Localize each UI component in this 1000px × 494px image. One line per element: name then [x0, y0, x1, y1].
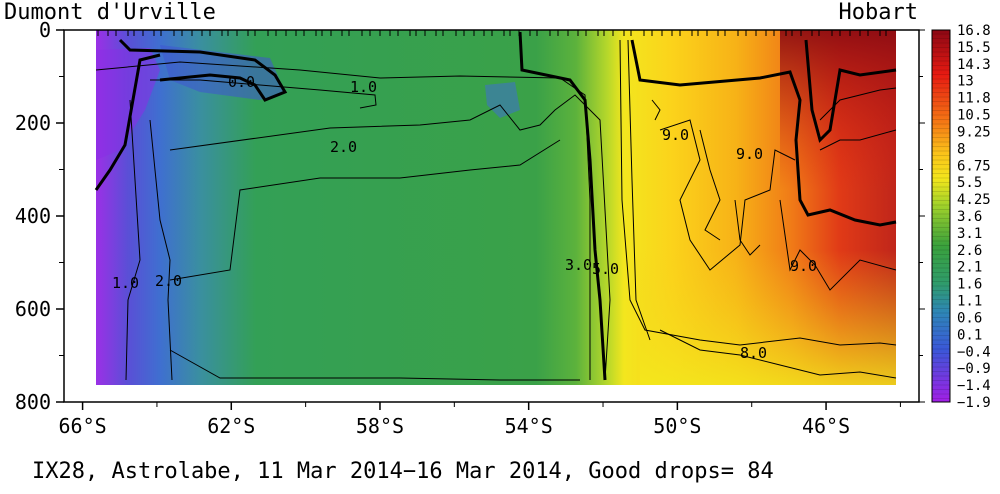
y-tick-label: 800 [15, 390, 51, 414]
colorbar-label: −1.4 [957, 378, 991, 394]
colorbar-label: 2.1 [957, 260, 982, 276]
contour-label: 2.0 [330, 138, 357, 156]
cold-water-patch [96, 48, 160, 160]
x-tick-label: 66°S [59, 414, 107, 438]
y-tick-label: 400 [15, 204, 51, 228]
station-tick-marks [97, 30, 887, 36]
colorbar-label: 6.75 [957, 158, 991, 174]
colorbar-label: 1.6 [957, 277, 982, 293]
thick-contour-lines [94, 31, 897, 381]
colorbar-level-lines [932, 33, 950, 399]
contour-label: 8.0 [740, 344, 767, 362]
contour-label: 0.0 [228, 73, 255, 91]
colorbar-label: 13 [957, 74, 974, 90]
y-tick-label: 0 [39, 18, 51, 42]
x-tick-label: 62°S [207, 414, 255, 438]
x-tick-label: 50°S [653, 414, 701, 438]
left-station-label: Dumont d'Urville [4, 0, 216, 25]
contour-label: 9.0 [662, 126, 689, 144]
colorbar-label: 16.8 [957, 23, 991, 39]
colorbar-label: 0.1 [957, 327, 982, 343]
x-tick-label: 54°S [505, 414, 553, 438]
colorbar-label: 9.25 [957, 124, 991, 140]
colorbar-label: 3.1 [957, 226, 982, 242]
contour-lines [95, 39, 897, 381]
contour-label: 9.0 [736, 145, 763, 163]
section-field [94, 30, 897, 385]
colorbar-label: 1.1 [957, 294, 982, 310]
contour-label: 3.0 [565, 256, 592, 274]
blue-lens-patch [485, 82, 520, 118]
x-tick-label: 46°S [802, 414, 850, 438]
contour-label-group: 0.0 1.0 2.0 1.0 2.0 3.0 5.0 9.0 9.0 9.0 … [112, 73, 817, 362]
colorbar-label: 4.25 [957, 192, 991, 208]
contour-label: 1.0 [112, 274, 139, 292]
contour-label: 2.0 [155, 272, 182, 290]
colorbar-label: −0.9 [957, 361, 991, 377]
colorbar-label: −1.9 [957, 395, 991, 411]
y-tick-label: 600 [15, 297, 51, 321]
contour-label: 1.0 [350, 78, 377, 96]
x-axis: 66°S 62°S 58°S 54°S 50°S 46°S [59, 402, 901, 438]
colorbar-label: 5.5 [957, 175, 982, 191]
deep-yellow-overlay [640, 250, 896, 385]
colorbar [931, 29, 951, 403]
colorbar-label: 0.6 [957, 310, 982, 326]
contour-label: 5.0 [592, 260, 619, 278]
colorbar-label: 15.5 [957, 40, 991, 56]
colorbar-label: 14.3 [957, 57, 991, 73]
x-tick-label: 58°S [356, 414, 404, 438]
colorbar-labels: 16.815.514.31311.810.59.2586.755.54.253.… [957, 23, 991, 411]
right-station-label: Hobart [839, 0, 918, 25]
chart-title: IX28, Astrolabe, 11 Mar 2014−16 Mar 2014… [32, 459, 774, 484]
colorbar-label: 8 [957, 141, 965, 157]
colorbar-label: 3.6 [957, 209, 982, 225]
y-tick-label: 200 [15, 111, 51, 135]
colorbar-label: 10.5 [957, 108, 991, 124]
colorbar-label: −0.4 [957, 344, 991, 360]
colorbar-label: 11.8 [957, 91, 991, 107]
colorbar-label: 2.6 [957, 243, 982, 259]
contour-label: 9.0 [790, 257, 817, 275]
y-axis: 0 200 400 600 800 [15, 18, 925, 414]
